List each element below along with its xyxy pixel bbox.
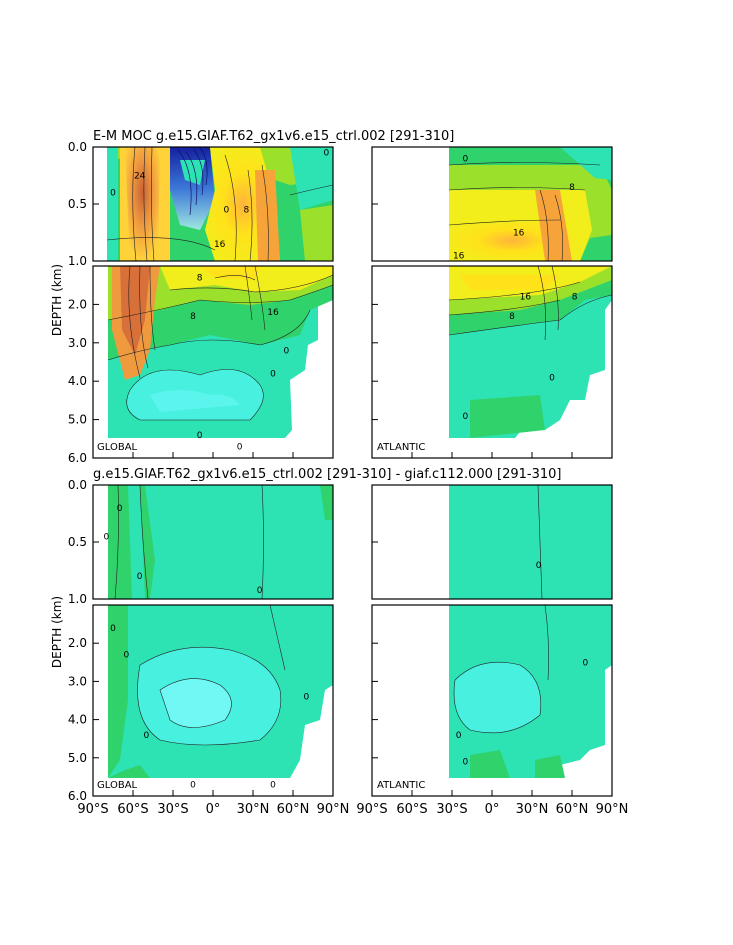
x-tick-label: 30°S xyxy=(436,802,467,817)
contour-label: 0 xyxy=(323,149,329,159)
x-tick-label: 30°S xyxy=(157,802,188,817)
contour-label: 0 xyxy=(110,189,116,199)
contour-label: 0 xyxy=(257,586,263,596)
panel-moc-atlantic: ATLANTIC xyxy=(371,146,613,459)
contour-label: 0 xyxy=(456,731,462,741)
panel-moc-atlantic-lower xyxy=(371,265,613,459)
contour-label: 8 xyxy=(190,312,196,322)
y-tick-label: 1.0 xyxy=(68,254,87,268)
y-axis-label-top: DEPTH (km) xyxy=(50,264,64,336)
panel-diff-atlantic-lower xyxy=(371,604,613,797)
contour-label: 8 xyxy=(509,312,515,322)
contour-label: 24 xyxy=(134,172,146,182)
contour-label: 0 xyxy=(237,442,243,452)
y-tick-label: 6.0 xyxy=(68,451,87,465)
x-tick-label: 60°N xyxy=(277,802,310,817)
contour-label: 0 xyxy=(303,693,309,703)
x-tick-label: 0° xyxy=(206,802,221,817)
figure-title-bottom: g.e15.GIAF.T62_gx1v6.e15_ctrl.002 [291-3… xyxy=(93,467,562,482)
x-tick-label: 90°N xyxy=(596,802,629,817)
y-tick-label: 0.0 xyxy=(68,140,87,154)
contour-label: 0 xyxy=(536,561,542,571)
contour-label: 16 xyxy=(513,229,525,239)
panel-moc-global-upper xyxy=(92,146,334,262)
panel-diff-atlantic-upper xyxy=(371,484,613,600)
x-tick-label: 60°S xyxy=(117,802,148,817)
axis-and-contour-marks: 0.0 0.5 1.0 2.0 3.0 4.0 5.0 6.0 0.0 0.5 1.0 2.0 3.0 4… xyxy=(68,140,628,817)
contour-label: 16 xyxy=(267,308,279,318)
contour-label: 0 xyxy=(143,731,149,741)
y-tick-label: 2.0 xyxy=(68,636,87,650)
contour-label: 0 xyxy=(462,758,468,768)
contour-label: 0 xyxy=(283,346,289,356)
y-tick-label: 0.0 xyxy=(68,478,87,492)
x-tick-label: 30°N xyxy=(237,802,270,817)
contour-label: 8 xyxy=(197,274,203,284)
basin-label-global-bottom: GLOBAL xyxy=(97,780,138,791)
contour-label: 0 xyxy=(223,206,229,216)
y-tick-label: 1.0 xyxy=(68,592,87,606)
contour-label: 8 xyxy=(572,293,578,303)
panel-moc-global-lower xyxy=(92,265,334,459)
basin-label-atlantic-bottom: ATLANTIC xyxy=(377,780,425,791)
y-tick-label: 5.0 xyxy=(68,413,87,427)
basin-label-atlantic-top: ATLANTIC xyxy=(377,442,425,453)
panel-moc-atlantic-upper xyxy=(371,146,613,262)
contour-label: 0 xyxy=(270,370,276,380)
contour-label: 0 xyxy=(270,781,276,791)
y-axis-label-bottom: DEPTH (km) xyxy=(50,596,64,668)
x-tick-label: 30°N xyxy=(516,802,549,817)
y-tick-label: 3.0 xyxy=(68,336,87,350)
y-tick-label: 2.0 xyxy=(68,297,87,311)
y-tick-label: 5.0 xyxy=(68,751,87,765)
basin-label-global-top: GLOBAL xyxy=(97,442,138,453)
x-tick-label: 0° xyxy=(485,802,500,817)
contour-label: 0 xyxy=(549,373,555,383)
contour-label: 0 xyxy=(462,154,468,164)
x-tick-label: 90°N xyxy=(317,802,350,817)
x-tick-label: 60°N xyxy=(556,802,589,817)
y-tick-label: 4.0 xyxy=(68,374,87,388)
panel-diff-global: GLOBAL xyxy=(92,484,334,797)
contour-label: 8 xyxy=(243,206,249,216)
panel-diff-global-lower xyxy=(92,604,334,797)
contour-label: 16 xyxy=(520,293,532,303)
x-tick-label: 60°S xyxy=(396,802,427,817)
x-tick-label: 90°S xyxy=(77,802,108,817)
y-tick-label: 0.5 xyxy=(68,535,87,549)
contour-label: 0 xyxy=(123,651,129,661)
y-tick-label: 4.0 xyxy=(68,713,87,727)
y-tick-label: 3.0 xyxy=(68,674,87,688)
panel-diff-atlantic: ATLANTIC xyxy=(371,484,613,797)
contour-label: 16 xyxy=(453,251,465,261)
contour-label: 0 xyxy=(462,412,468,422)
contour-label: 0 xyxy=(190,781,196,791)
x-tick-label: 90°S xyxy=(356,802,387,817)
figure-title-top: E-M MOC g.e15.GIAF.T62_gx1v6.e15_ctrl.00… xyxy=(93,129,454,144)
contour-label: 0 xyxy=(117,504,123,514)
contour-label: 8 xyxy=(569,183,575,193)
panel-diff-global-upper xyxy=(92,484,334,600)
y-tick-label: 0.5 xyxy=(68,197,87,211)
panel-moc-global: GLOBAL xyxy=(92,146,334,459)
contour-label: 0 xyxy=(110,624,116,634)
contour-label: 0 xyxy=(137,572,143,582)
contour-label: 16 xyxy=(214,240,226,250)
contour-label: 0 xyxy=(197,431,203,441)
contour-label: 0 xyxy=(103,532,109,542)
contour-label: 0 xyxy=(582,658,588,668)
y-tick-label: 6.0 xyxy=(68,789,87,803)
